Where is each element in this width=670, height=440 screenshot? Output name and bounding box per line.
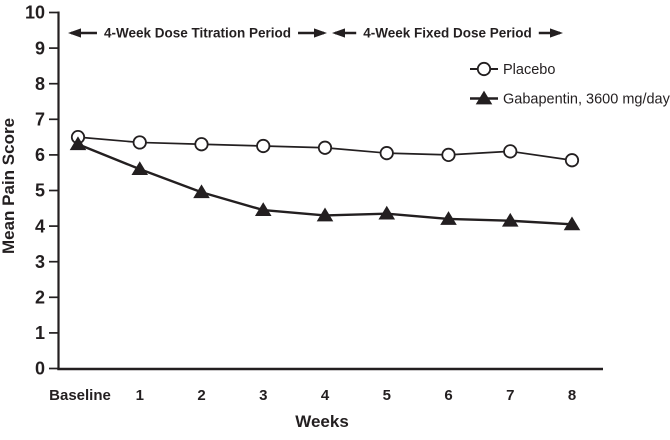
right-arrowhead-icon: [550, 28, 563, 38]
x-tick-label: 6: [444, 387, 452, 404]
y-tick-label: 5: [35, 181, 45, 201]
legend-circle-icon: [476, 61, 492, 77]
y-tick-label: 6: [35, 145, 45, 165]
legend-item: Gabapentin, 3600 mg/day: [470, 90, 670, 108]
x-tick-label: 8: [568, 387, 576, 404]
placebo-marker-circle-icon: [132, 135, 147, 150]
gabapentin-marker-triangle-icon: [69, 136, 87, 151]
placebo-marker-circle-icon: [256, 138, 271, 154]
annotation-arrow: 4-Week Dose Titration Period: [68, 26, 327, 41]
gabapentin-marker-triangle-icon: [193, 184, 210, 199]
period-annotations: 4-Week Dose Titration Period 4-Week Fixed…: [68, 26, 563, 41]
legend: Placebo Gabapentin, 3600 mg/day: [470, 61, 670, 108]
placebo-marker-circle-icon: [317, 140, 333, 155]
y-tick-label: 4: [35, 216, 45, 236]
x-tick-label: Baseline: [49, 387, 111, 404]
legend-item: Placebo: [470, 61, 555, 78]
gabapentin-marker-triangle-icon: [316, 207, 334, 222]
gabapentin-marker-triangle-icon: [131, 161, 149, 176]
series-placebo: [70, 130, 580, 168]
placebo-marker-circle-icon: [379, 146, 394, 161]
gabapentin-marker-triangle-icon: [378, 205, 396, 220]
annotation-arrow: 4-Week Fixed Dose Period: [332, 26, 563, 41]
x-tick-label: 7: [506, 387, 514, 404]
gabapentin-marker-triangle-icon: [563, 216, 581, 231]
axes: 0 1 2 3 4 5 6 7 8 9 10 Baseline 1 2 3 4 5 6 7 8: [25, 3, 603, 404]
annotation-label: 4-Week Fixed Dose Period: [363, 26, 532, 41]
legend-label: Gabapentin, 3600 mg/day: [503, 92, 670, 108]
gabapentin-marker-triangle-icon: [440, 211, 457, 225]
y-tick-label: 3: [35, 252, 45, 272]
gabapentin-marker-triangle-icon: [254, 202, 272, 216]
placebo-marker-circle-icon: [194, 137, 209, 152]
placebo-marker-circle-icon: [564, 153, 580, 168]
left-arrowhead-icon: [332, 28, 345, 38]
y-tick-label: 10: [25, 3, 45, 23]
x-tick-label: 2: [197, 387, 205, 404]
placebo-marker-circle-icon: [441, 147, 456, 162]
x-axis-title: Weeks: [295, 412, 349, 431]
x-tick-label: 3: [259, 387, 267, 404]
data-series: [69, 130, 581, 231]
legend-triangle-icon: [475, 90, 493, 105]
placebo-marker-circle-icon: [503, 144, 518, 159]
x-tick-label: 1: [136, 387, 144, 404]
annotation-label: 4-Week Dose Titration Period: [104, 26, 291, 41]
y-tick-label: 7: [35, 110, 45, 130]
y-tick-label: 0: [35, 359, 45, 379]
y-tick-label: 8: [35, 74, 45, 94]
y-tick-label: 2: [35, 288, 45, 308]
right-arrowhead-icon: [314, 28, 327, 38]
y-tick-label: 1: [35, 323, 45, 343]
gabapentin-marker-triangle-icon: [501, 212, 519, 227]
y-tick-label: 9: [35, 38, 45, 58]
series-gabapentin: [69, 136, 581, 231]
left-arrowhead-icon: [68, 28, 81, 38]
x-tick-label: 5: [383, 387, 391, 404]
y-axis-title: Mean Pain Score: [0, 118, 18, 254]
legend-label: Placebo: [503, 62, 555, 78]
x-tick-label: 4: [321, 387, 330, 404]
